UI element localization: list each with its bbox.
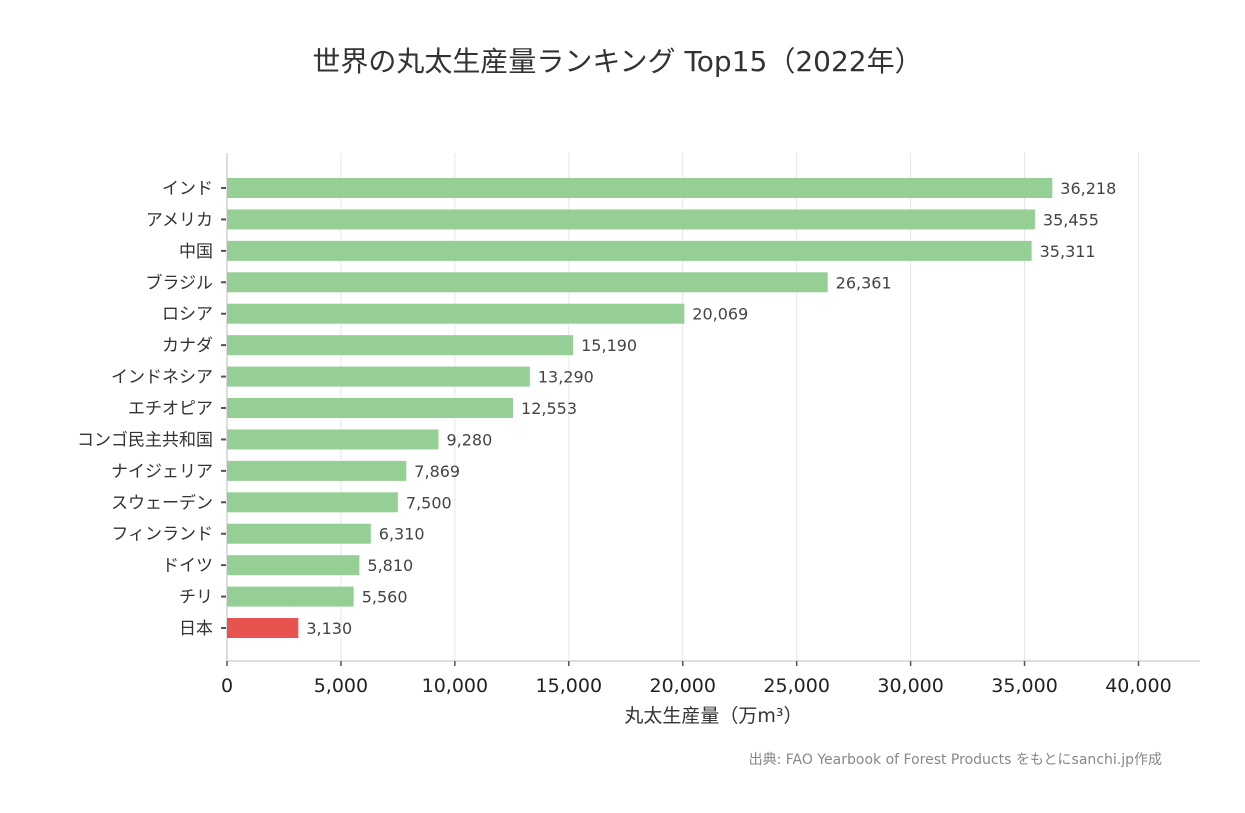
data-label: 7,869: [414, 462, 460, 481]
data-label: 26,361: [836, 273, 892, 292]
bar-15: [227, 618, 299, 639]
x-tick-label: 25,000: [763, 675, 829, 697]
bar-6: [227, 335, 574, 356]
chart-title: 世界の丸太生産量ランキング Top15（2022年）: [312, 45, 923, 78]
bar-10: [227, 460, 407, 481]
y-tick-label: スウェーデン: [111, 492, 213, 513]
bar-4: [227, 272, 828, 293]
data-label: 3,130: [306, 619, 352, 638]
data-label: 7,500: [406, 493, 452, 512]
bar-5: [227, 303, 685, 324]
bar-8: [227, 398, 514, 419]
y-tick-label: コンゴ民主共和国: [77, 429, 213, 450]
data-label: 20,069: [692, 305, 748, 324]
bar-3: [227, 240, 1032, 261]
bar-11: [227, 492, 398, 513]
data-label: 6,310: [379, 525, 425, 544]
data-label: 5,810: [367, 556, 413, 575]
data-label: 35,455: [1043, 210, 1099, 229]
x-tick-label: 0: [221, 675, 233, 697]
x-tick-label: 35,000: [991, 675, 1057, 697]
bar-14: [227, 586, 354, 607]
bar-1: [227, 178, 1053, 198]
y-tick-label: ドイツ: [162, 556, 213, 576]
data-label: 9,280: [446, 430, 492, 449]
x-tick-label: 10,000: [422, 675, 488, 697]
y-tick-label: 日本: [179, 619, 213, 639]
bar-2: [227, 209, 1035, 230]
y-tick-label: 中国: [179, 242, 213, 262]
y-tick-label: フィンランド: [111, 525, 213, 545]
source-note: 出典: FAO Yearbook of Forest Products をもとに…: [748, 752, 1162, 768]
data-label: 12,553: [521, 399, 577, 418]
y-tick-label: カナダ: [162, 336, 213, 356]
x-tick-label: 15,000: [536, 675, 602, 697]
x-tick-label: 40,000: [1105, 675, 1171, 697]
data-label: 5,560: [362, 588, 408, 607]
data-label: 35,311: [1040, 242, 1096, 261]
y-tick-label: インド: [162, 179, 213, 199]
data-label: 13,290: [538, 368, 594, 387]
bar-12: [227, 523, 371, 544]
x-tick-label: 30,000: [877, 675, 943, 697]
y-tick-label: ロシア: [162, 305, 213, 325]
y-tick-label: チリ: [179, 588, 213, 608]
y-tick-label: ブラジル: [145, 272, 213, 293]
y-tick-label: アメリカ: [146, 210, 213, 230]
x-axis-label: 丸太生産量（万m³）: [624, 705, 802, 727]
x-tick-label: 20,000: [649, 675, 715, 697]
data-label: 36,218: [1060, 179, 1116, 198]
x-tick-label: 5,000: [314, 675, 368, 697]
y-tick-label: ナイジェリア: [111, 462, 213, 482]
bar-13: [227, 555, 360, 576]
y-tick-label: インドネシア: [111, 368, 213, 388]
y-tick-label: エチオピア: [128, 399, 213, 419]
bar-7: [227, 366, 530, 387]
bar-9: [227, 429, 439, 450]
data-label: 15,190: [581, 336, 637, 355]
